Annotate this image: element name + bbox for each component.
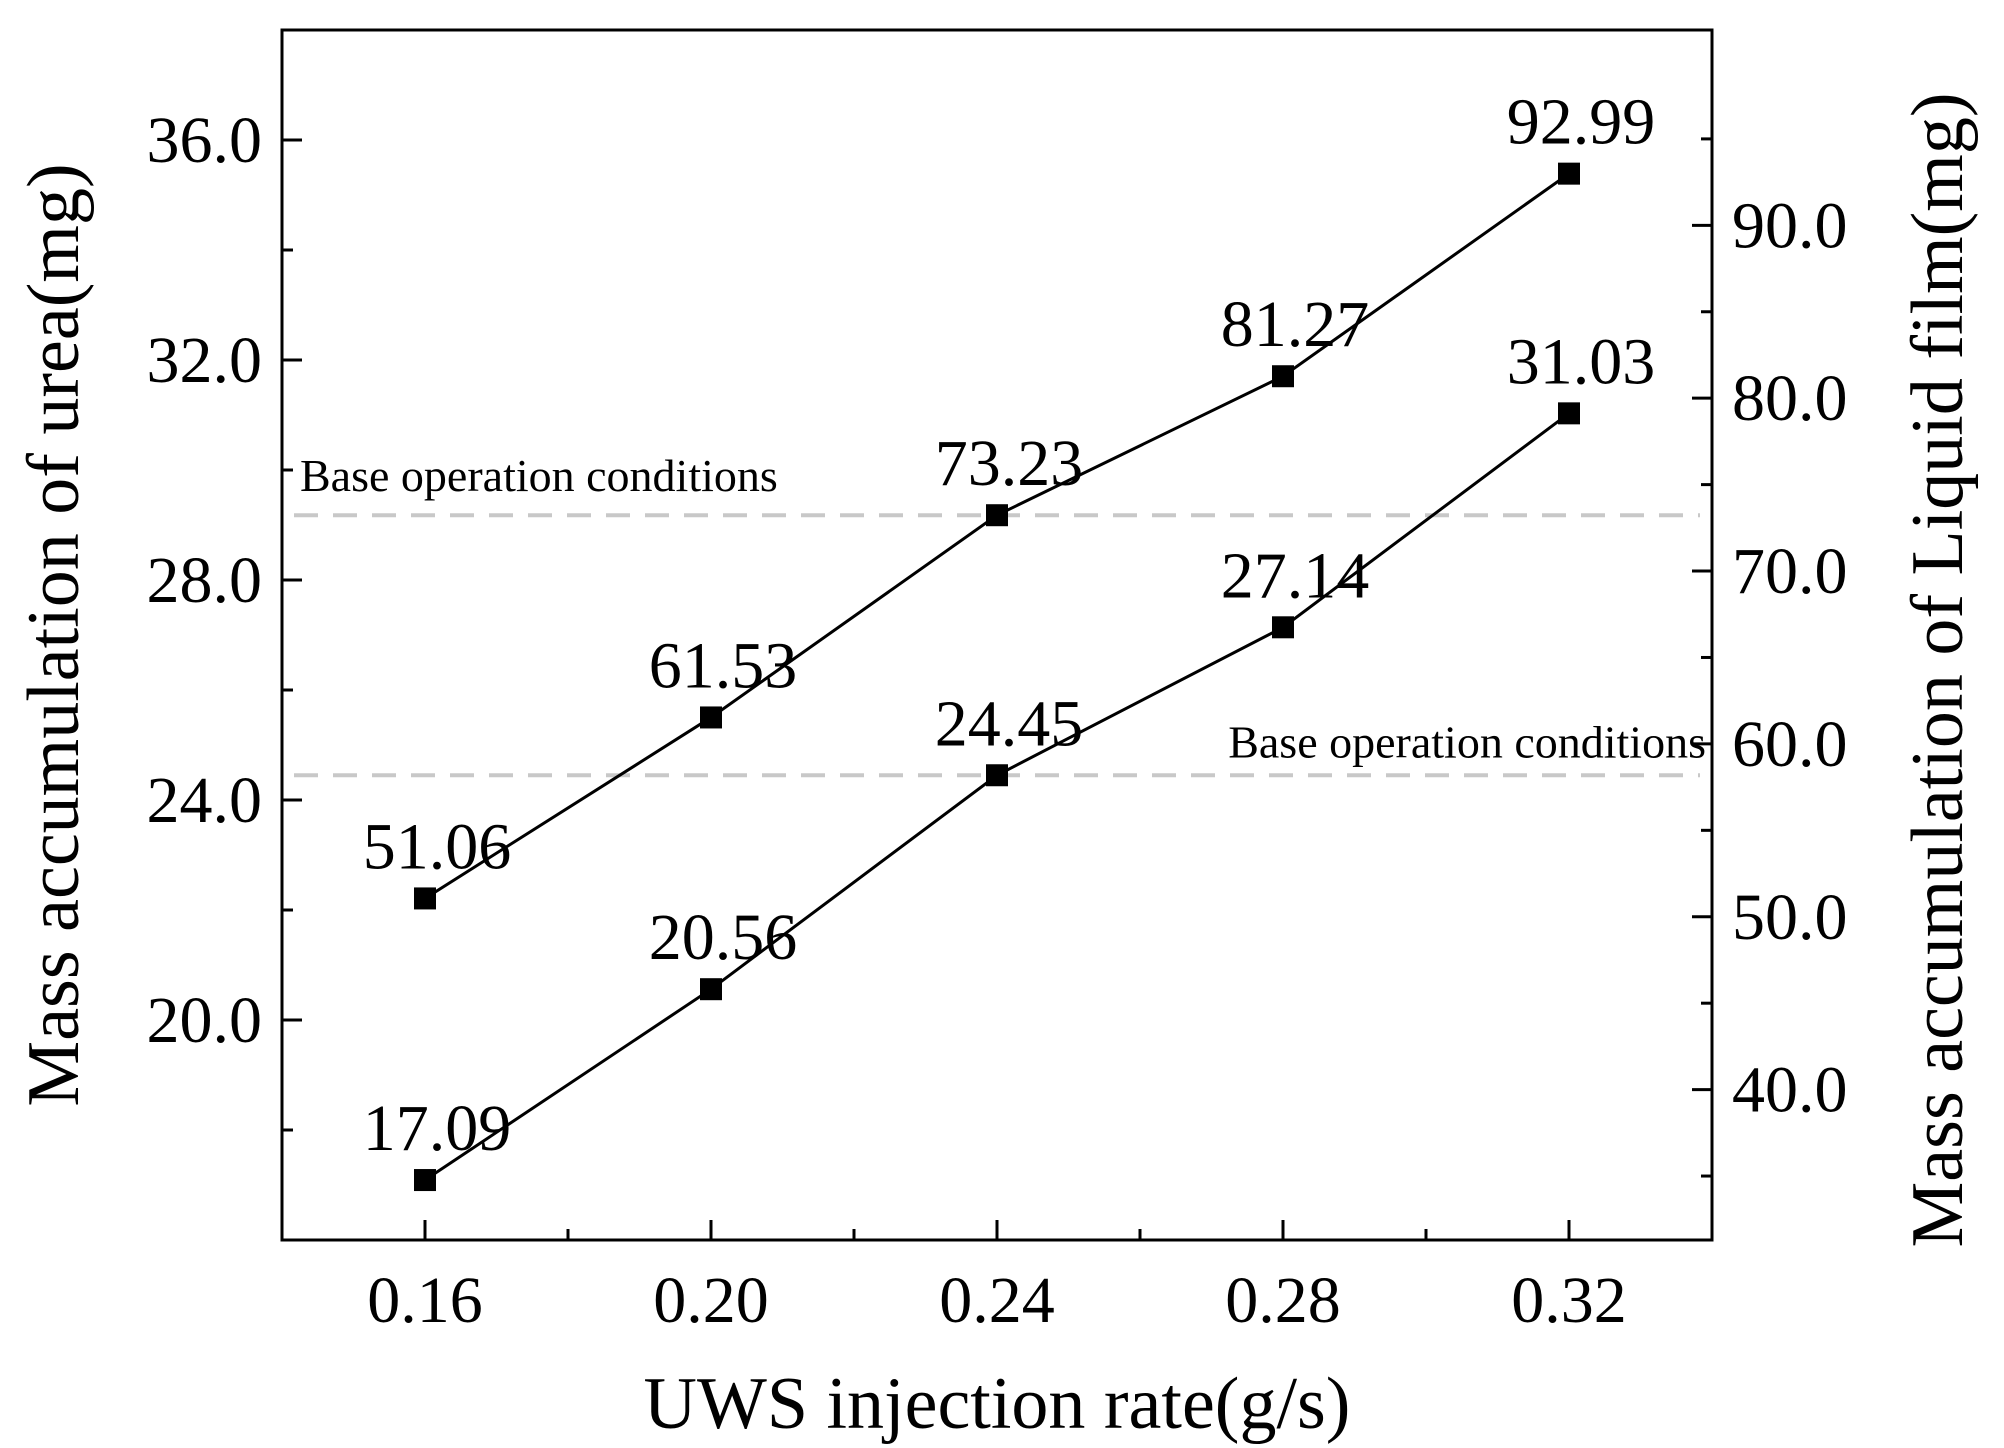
y-left-tick-label: 36.0: [147, 104, 263, 177]
data-label: 24.45: [935, 687, 1084, 760]
data-point: [1558, 402, 1580, 425]
data-label: 92.99: [1507, 86, 1656, 159]
y-right-tick-label: 40.0: [1732, 1054, 1848, 1127]
data-point: [1272, 616, 1294, 639]
data-label: 17.09: [363, 1092, 512, 1165]
data-point: [414, 1169, 436, 1192]
series-layer: [414, 162, 1580, 1192]
y-axis-right: 40.0 50.0 60.0 70.0 80.0 90.0: [1692, 137, 1848, 1178]
y-right-tick-label: 80.0: [1732, 362, 1848, 435]
data-point: [700, 706, 722, 729]
plot-frame: [280, 28, 1714, 1242]
series-line: [424, 172, 1570, 900]
y-left-tick-label: 20.0: [147, 984, 263, 1057]
reference-notes: Base operation conditions Base operation …: [300, 450, 1706, 767]
x-axis: 0.16 0.20 0.24 0.28 0.32: [280, 1220, 1714, 1337]
data-label: 73.23: [935, 427, 1084, 500]
y-axis-title-left: Mass accumulation of urea(mg): [13, 163, 95, 1106]
data-point: [1558, 162, 1580, 185]
y-left-tick-label: 28.0: [147, 544, 263, 617]
x-tick-label: 0.24: [939, 1264, 1055, 1337]
data-label: 51.06: [363, 810, 512, 883]
y-right-tick-label: 90.0: [1732, 189, 1848, 262]
data-labels: 51.06 61.53 73.23 81.27 92.99 17.09 20.56 24.45…: [363, 86, 1656, 1165]
data-label: 20.56: [649, 901, 798, 974]
data-point: [414, 887, 436, 910]
y-left-tick-label: 24.0: [147, 764, 263, 837]
y-right-tick-label: 60.0: [1732, 708, 1848, 781]
data-label: 81.27: [1221, 288, 1370, 361]
y-left-tick-label: 32.0: [147, 324, 263, 397]
data-label: 31.03: [1507, 325, 1656, 398]
y-right-tick-label: 50.0: [1732, 881, 1848, 954]
x-tick-label: 0.28: [1225, 1264, 1341, 1337]
y-right-tick-label: 70.0: [1732, 535, 1848, 608]
y-axis-title-right: Mass accumulation of Liquid film(mg): [1897, 93, 1979, 1248]
x-tick-label: 0.16: [367, 1264, 483, 1337]
data-label: 61.53: [649, 629, 798, 702]
data-point: [986, 764, 1008, 787]
data-label: 27.14: [1221, 539, 1370, 612]
y-axis-left: 20.0 24.0 28.0 32.0 36.0: [147, 28, 302, 1132]
series-line: [424, 412, 1570, 1182]
data-point: [986, 504, 1008, 527]
x-axis-title: UWS injection rate(g/s): [644, 1363, 1351, 1445]
reference-note: Base operation conditions: [1228, 716, 1706, 767]
data-point: [1272, 365, 1294, 388]
x-tick-label: 0.20: [653, 1264, 769, 1337]
x-tick-label: 0.32: [1511, 1264, 1627, 1337]
reference-note: Base operation conditions: [300, 450, 778, 501]
data-point: [700, 978, 722, 1001]
